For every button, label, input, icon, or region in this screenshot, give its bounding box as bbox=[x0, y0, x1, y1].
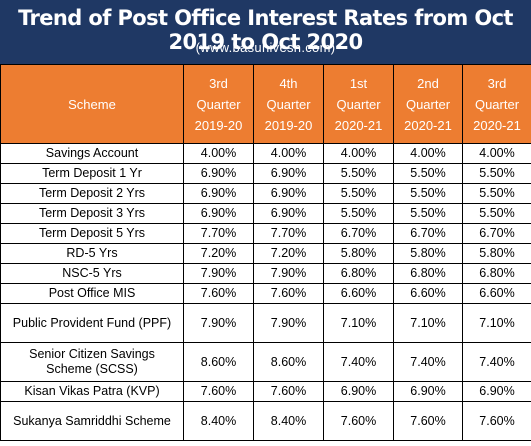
scheme-name: Kisan Vikas Patra (KVP) bbox=[0, 381, 184, 402]
rate-cell: 5.50% bbox=[323, 163, 394, 184]
rate-cell: 6.90% bbox=[183, 203, 254, 224]
rate-cell: 6.70% bbox=[462, 223, 531, 244]
column-header-q4-2019-20: 4th Quarter 2019-20 bbox=[253, 64, 324, 144]
rate-cell: 7.70% bbox=[183, 223, 254, 244]
scheme-name: Senior Citizen Savings Scheme (SCSS) bbox=[0, 342, 184, 382]
rate-cell: 8.60% bbox=[183, 342, 254, 382]
table-row: Public Provident Fund (PPF) 7.90% 7.90% … bbox=[0, 303, 531, 343]
rate-cell: 7.60% bbox=[183, 283, 254, 304]
table-row: Term Deposit 1 Yr 6.90% 6.90% 5.50% 5.50… bbox=[0, 163, 531, 184]
rate-cell: 7.70% bbox=[253, 223, 324, 244]
rate-cell: 8.40% bbox=[183, 401, 254, 441]
rate-cell: 6.70% bbox=[393, 223, 463, 244]
rate-cell: 7.90% bbox=[253, 303, 324, 343]
table-row: Post Office MIS 7.60% 7.60% 6.60% 6.60% … bbox=[0, 283, 531, 304]
scheme-name: Term Deposit 3 Yrs bbox=[0, 203, 184, 224]
rate-cell: 4.00% bbox=[253, 143, 324, 164]
rate-cell: 5.50% bbox=[323, 183, 394, 204]
table-row: NSC-5 Yrs 7.90% 7.90% 6.80% 6.80% 6.80% bbox=[0, 263, 531, 284]
rate-cell: 6.60% bbox=[462, 283, 531, 304]
rate-cell: 7.90% bbox=[183, 263, 254, 284]
rate-cell: 5.50% bbox=[393, 163, 463, 184]
rate-cell: 7.90% bbox=[253, 263, 324, 284]
scheme-name: Term Deposit 5 Yrs bbox=[0, 223, 184, 244]
column-header-q2-2020-21: 2nd Quarter 2020-21 bbox=[393, 64, 463, 144]
rate-cell: 7.40% bbox=[462, 342, 531, 382]
rate-cell: 7.40% bbox=[323, 342, 394, 382]
rate-cell: 7.60% bbox=[462, 401, 531, 441]
rate-cell: 7.60% bbox=[323, 401, 394, 441]
table-row: RD-5 Yrs 7.20% 7.20% 5.80% 5.80% 5.80% bbox=[0, 243, 531, 264]
rate-cell: 6.80% bbox=[393, 263, 463, 284]
rate-cell: 6.90% bbox=[462, 381, 531, 402]
scheme-name: Term Deposit 1 Yr bbox=[0, 163, 184, 184]
rate-cell: 7.40% bbox=[393, 342, 463, 382]
rate-cell: 7.20% bbox=[183, 243, 254, 264]
scheme-name: Term Deposit 2 Yrs bbox=[0, 183, 184, 204]
rate-cell: 5.80% bbox=[462, 243, 531, 264]
table-row: Savings Account 4.00% 4.00% 4.00% 4.00% … bbox=[0, 143, 531, 164]
rate-cell: 7.10% bbox=[393, 303, 463, 343]
scheme-name: Public Provident Fund (PPF) bbox=[0, 303, 184, 343]
rate-cell: 4.00% bbox=[393, 143, 463, 164]
rate-cell: 7.90% bbox=[183, 303, 254, 343]
table-row: Senior Citizen Savings Scheme (SCSS) 8.6… bbox=[0, 342, 531, 382]
scheme-name: Savings Account bbox=[0, 143, 184, 164]
rate-cell: 6.90% bbox=[253, 183, 324, 204]
rate-cell: 7.60% bbox=[183, 381, 254, 402]
rate-cell: 7.10% bbox=[462, 303, 531, 343]
scheme-name: Sukanya Samriddhi Scheme bbox=[0, 401, 184, 441]
rate-cell: 5.50% bbox=[393, 203, 463, 224]
rate-cell: 7.10% bbox=[323, 303, 394, 343]
rate-cell: 6.90% bbox=[183, 183, 254, 204]
table-row: Kisan Vikas Patra (KVP) 7.60% 7.60% 6.90… bbox=[0, 381, 531, 402]
table-row: Term Deposit 2 Yrs 6.90% 6.90% 5.50% 5.5… bbox=[0, 183, 531, 204]
rate-cell: 6.60% bbox=[323, 283, 394, 304]
table-row: Term Deposit 3 Yrs 6.90% 6.90% 5.50% 5.5… bbox=[0, 203, 531, 224]
table-row: Term Deposit 5 Yrs 7.70% 7.70% 6.70% 6.7… bbox=[0, 223, 531, 244]
interest-rates-table: Scheme 3rd Quarter 2019-20 4th Quarter 2… bbox=[0, 64, 531, 441]
rate-cell: 7.60% bbox=[253, 381, 324, 402]
scheme-name: NSC-5 Yrs bbox=[0, 263, 184, 284]
rate-cell: 7.60% bbox=[393, 401, 463, 441]
rate-cell: 8.60% bbox=[253, 342, 324, 382]
scheme-name: RD-5 Yrs bbox=[0, 243, 184, 264]
rate-cell: 6.60% bbox=[393, 283, 463, 304]
rate-cell: 6.80% bbox=[462, 263, 531, 284]
rate-cell: 7.20% bbox=[253, 243, 324, 264]
rate-cell: 6.70% bbox=[323, 223, 394, 244]
rate-cell: 5.50% bbox=[462, 183, 531, 204]
rate-cell: 6.90% bbox=[393, 381, 463, 402]
rate-cell: 6.90% bbox=[253, 203, 324, 224]
rate-cell: 5.80% bbox=[393, 243, 463, 264]
table-row: Sukanya Samriddhi Scheme 8.40% 8.40% 7.6… bbox=[0, 401, 531, 441]
rate-cell: 8.40% bbox=[253, 401, 324, 441]
scheme-name: Post Office MIS bbox=[0, 283, 184, 304]
rate-cell: 6.90% bbox=[323, 381, 394, 402]
rate-cell: 7.60% bbox=[253, 283, 324, 304]
column-header-q3-2019-20: 3rd Quarter 2019-20 bbox=[183, 64, 254, 144]
rate-cell: 6.80% bbox=[323, 263, 394, 284]
rate-cell: 5.50% bbox=[393, 183, 463, 204]
rate-cell: 6.90% bbox=[253, 163, 324, 184]
column-header-scheme: Scheme bbox=[0, 64, 184, 144]
table-header-row: Scheme 3rd Quarter 2019-20 4th Quarter 2… bbox=[0, 64, 531, 144]
rate-cell: 5.50% bbox=[323, 203, 394, 224]
page-title: Trend of Post Office Interest Rates from… bbox=[18, 6, 513, 54]
rate-cell: 5.80% bbox=[323, 243, 394, 264]
website-label: (www.basunivesh.com) bbox=[195, 40, 336, 55]
rate-cell: 5.50% bbox=[462, 163, 531, 184]
rate-cell: 4.00% bbox=[323, 143, 394, 164]
rate-cell: 6.90% bbox=[183, 163, 254, 184]
rate-cell: 4.00% bbox=[462, 143, 531, 164]
rate-cell: 4.00% bbox=[183, 143, 254, 164]
rate-cell: 5.50% bbox=[462, 203, 531, 224]
column-header-q3-2020-21: 3rd Quarter 2020-21 bbox=[462, 64, 531, 144]
column-header-q1-2020-21: 1st Quarter 2020-21 bbox=[323, 64, 394, 144]
title-banner: Trend of Post Office Interest Rates from… bbox=[0, 0, 531, 64]
